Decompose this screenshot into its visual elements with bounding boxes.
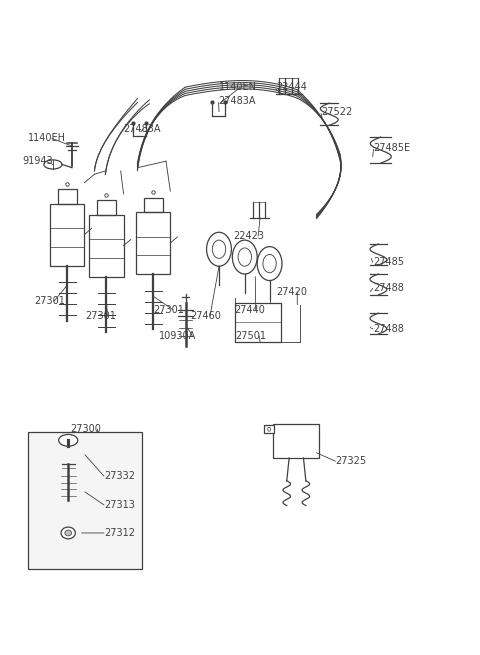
Ellipse shape [65, 530, 72, 536]
Circle shape [268, 427, 271, 431]
Bar [58, 189, 77, 204]
Text: 27332: 27332 [104, 471, 135, 481]
Bar [89, 215, 123, 276]
Text: 27485: 27485 [373, 257, 405, 267]
Text: 27301: 27301 [85, 311, 116, 322]
Text: 27301: 27301 [34, 297, 65, 307]
Text: 27501: 27501 [235, 331, 266, 341]
Text: 1140EH: 1140EH [28, 134, 66, 143]
Text: 22423: 22423 [233, 231, 264, 241]
Text: 27300: 27300 [71, 424, 101, 434]
Text: 27488: 27488 [373, 284, 405, 293]
Bar [28, 432, 142, 569]
Text: 1140EN: 1140EN [218, 83, 256, 92]
Bar [144, 198, 163, 212]
Text: 27325: 27325 [336, 456, 367, 466]
Text: 27522: 27522 [321, 107, 352, 117]
Text: 27301: 27301 [153, 305, 184, 315]
Bar [50, 204, 84, 265]
Text: 27440: 27440 [234, 305, 265, 315]
Text: 91943: 91943 [23, 156, 53, 166]
Text: 27483A: 27483A [123, 124, 161, 134]
Text: 27313: 27313 [104, 500, 135, 510]
Bar [235, 303, 281, 342]
Bar [264, 425, 275, 433]
Bar [136, 212, 170, 274]
Text: 10930A: 10930A [159, 331, 196, 341]
Bar [97, 200, 116, 215]
Ellipse shape [61, 527, 75, 539]
Ellipse shape [59, 434, 78, 446]
Bar [274, 424, 319, 458]
Text: 27420: 27420 [276, 287, 307, 297]
Text: 22444: 22444 [276, 83, 307, 92]
Text: 27312: 27312 [104, 528, 135, 538]
Text: 27460: 27460 [190, 311, 221, 322]
Text: 27488: 27488 [373, 324, 405, 334]
Text: 27485E: 27485E [373, 143, 411, 153]
Text: 27483A: 27483A [218, 96, 256, 106]
